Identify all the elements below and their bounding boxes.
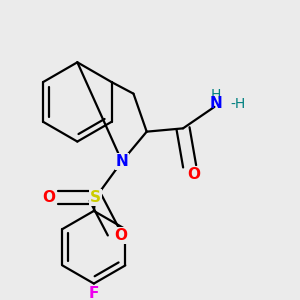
Text: N: N [116,154,128,169]
Text: H: H [211,88,221,102]
Text: F: F [89,286,99,300]
Text: O: O [42,190,55,205]
Text: -H: -H [230,97,245,111]
Text: O: O [187,167,200,182]
Text: S: S [90,190,101,205]
Text: O: O [114,228,128,243]
Text: N: N [210,96,222,111]
